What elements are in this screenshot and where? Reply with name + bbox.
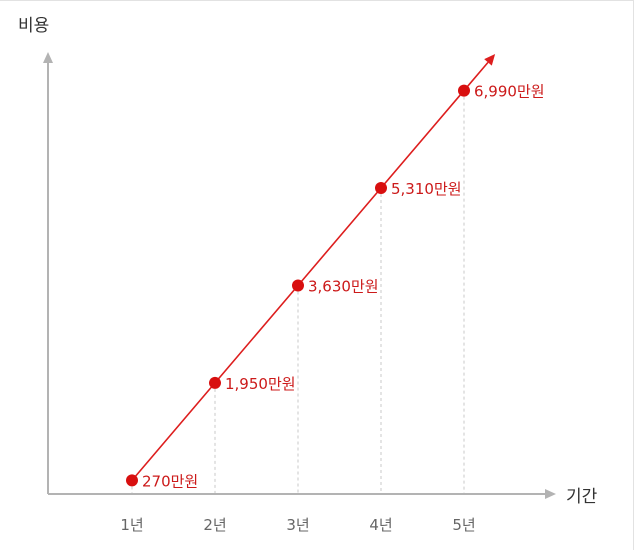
guide-lines <box>131 90 465 494</box>
x-axis-title: 기간 <box>566 487 598 507</box>
x-tick-label: 3년 <box>286 516 309 534</box>
y-axis-arrow-icon <box>43 52 53 63</box>
y-axis-title: 비용 <box>18 16 49 36</box>
data-label: 5,310만원 <box>391 180 462 198</box>
data-point <box>292 279 304 292</box>
data-label: 6,990만원 <box>474 83 545 101</box>
x-axis-arrow-icon <box>545 489 556 499</box>
x-tick-label: 1년 <box>120 516 143 534</box>
series-line <box>131 61 489 481</box>
x-tick-label: 2년 <box>203 516 226 534</box>
x-tick-label: 5년 <box>452 516 475 534</box>
data-point <box>375 182 387 195</box>
data-points <box>126 84 470 487</box>
data-label: 270만원 <box>142 472 198 490</box>
series-arrow-icon <box>484 54 496 66</box>
data-point <box>209 376 221 389</box>
data-point <box>458 84 470 97</box>
x-tick-label: 4년 <box>369 516 392 534</box>
data-label: 3,630만원 <box>308 277 379 295</box>
data-label: 1,950만원 <box>225 375 296 393</box>
data-labels: 270만원 1,950만원 3,630만원 5,310만원 6,990만원 <box>142 83 545 491</box>
x-tick-labels: 1년 2년 3년 4년 5년 <box>120 516 475 534</box>
data-point <box>126 474 138 487</box>
